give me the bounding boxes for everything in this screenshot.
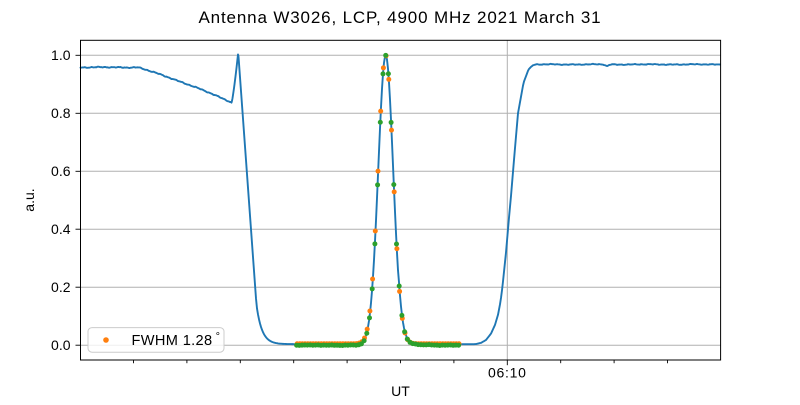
svg-text:UT: UT	[391, 383, 410, 399]
svg-text:0.6: 0.6	[51, 163, 71, 179]
svg-text:0.2: 0.2	[51, 279, 71, 295]
svg-text:0.8: 0.8	[51, 105, 71, 121]
svg-text:06:10: 06:10	[488, 365, 527, 381]
svg-text:Antenna W3026, LCP, 4900 MHz 2: Antenna W3026, LCP, 4900 MHz 2021 March …	[198, 8, 601, 27]
svg-text:a.u.: a.u.	[21, 188, 37, 211]
svg-text:FWHM 1.28 °: FWHM 1.28 °	[132, 331, 221, 350]
svg-text:1.0: 1.0	[51, 47, 71, 63]
svg-text:0.4: 0.4	[51, 221, 71, 237]
svg-text:0.0: 0.0	[51, 337, 71, 353]
